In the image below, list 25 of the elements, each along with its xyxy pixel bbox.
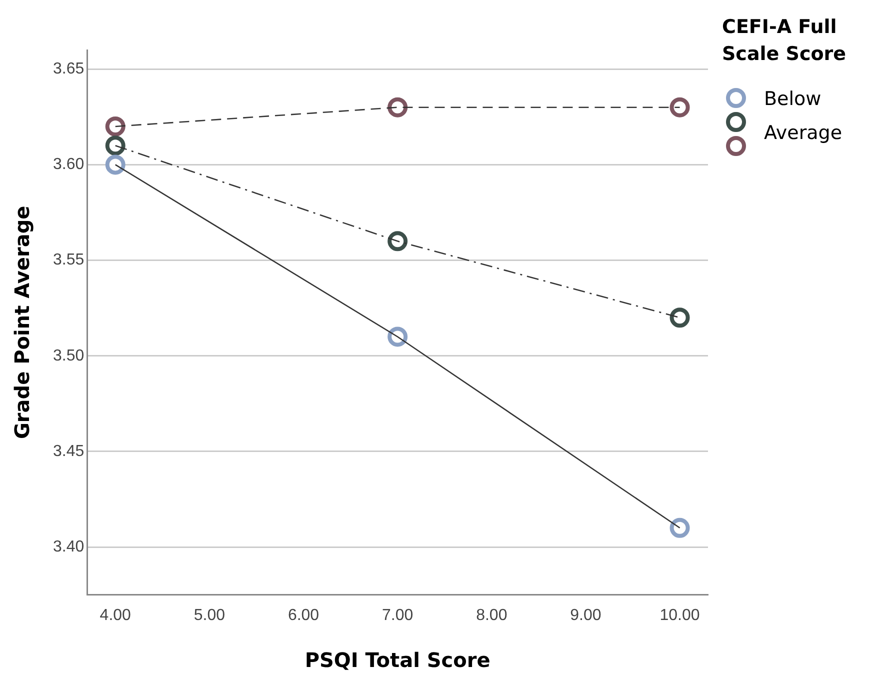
point [388,97,408,118]
x-tick-label: 4.00 [100,606,132,624]
x-tick-label: 10.00 [660,606,700,624]
point [105,116,126,136]
y-tick-label: 3.45 [53,442,84,460]
x-tick-label: 6.00 [288,606,320,624]
point [670,97,690,118]
x-tick-label: 8.00 [476,606,508,624]
point [388,231,408,252]
x-tick-label: 9.00 [570,606,602,624]
y-tick-label: 3.60 [53,156,84,174]
x-tick-label: 7.00 [382,606,414,624]
point [670,518,690,538]
legend-title: CEFI-A Full Scale Score [722,15,848,67]
x-tick-label: 5.00 [194,606,226,624]
y-tick-label: 3.65 [53,60,84,78]
y-tick-label: 3.50 [53,347,84,364]
point [670,308,690,328]
x-axis-title: PSQI Total Score [304,648,490,672]
point [105,136,126,156]
y-tick-label: 3.55 [53,252,84,269]
point [105,154,126,175]
legend-label: Below Average [764,87,844,146]
y-axis-title: Grade Point Average [10,206,34,440]
y-tick-label: 3.40 [53,538,84,556]
